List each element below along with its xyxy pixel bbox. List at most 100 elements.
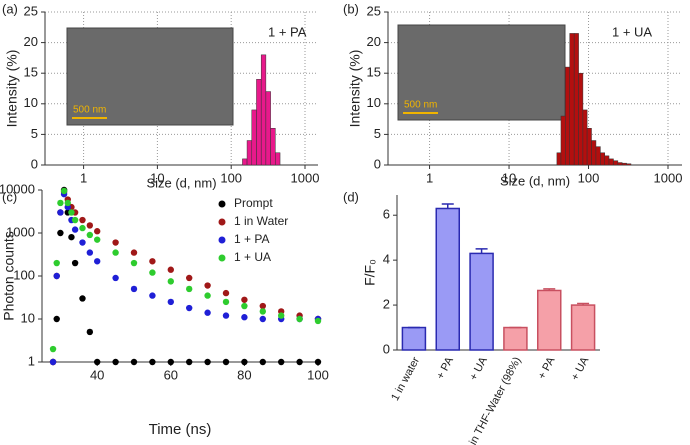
bar — [595, 146, 601, 166]
data-point — [79, 295, 86, 302]
x-tick-label: 100 — [307, 367, 329, 382]
y-tick-label: 10000 — [0, 181, 35, 196]
y-tick-label: 10 — [24, 95, 38, 110]
data-point — [167, 278, 174, 285]
y-tick-label: 2 — [383, 297, 390, 312]
y-tick-label: 1 — [28, 353, 35, 368]
data-point — [314, 317, 322, 325]
data-point — [130, 358, 138, 366]
data-point — [57, 229, 64, 237]
bar — [573, 33, 579, 166]
y-tick-label: 0 — [31, 156, 38, 171]
data-point — [60, 187, 68, 195]
panel-label: (b) — [343, 1, 359, 16]
data-point — [149, 269, 156, 276]
data-point — [204, 358, 211, 366]
data-point — [68, 209, 75, 216]
bar — [608, 158, 614, 166]
y-tick-label: 5 — [374, 126, 381, 141]
data-point — [79, 239, 86, 246]
bar — [591, 140, 597, 166]
data-point — [86, 249, 94, 256]
y-tick-label: 15 — [24, 65, 38, 80]
y-tick-label: 0 — [383, 341, 390, 356]
data-point — [204, 292, 211, 299]
data-point — [71, 226, 79, 233]
y-tick-label: 15 — [367, 65, 381, 80]
legend-marker — [218, 236, 226, 244]
data-point — [241, 296, 248, 303]
x-tick-label: 80 — [237, 367, 251, 382]
data-point — [204, 309, 211, 316]
data-point — [71, 216, 79, 224]
x-tick-label: + UA — [468, 355, 491, 383]
data-point — [167, 266, 174, 273]
data-point — [112, 274, 119, 282]
bar — [270, 128, 276, 166]
x-tick-label: 10 — [502, 170, 516, 185]
data-point — [79, 216, 86, 224]
data-point — [49, 345, 57, 353]
bar — [621, 162, 627, 166]
data-point — [296, 358, 303, 366]
bar — [265, 91, 271, 166]
data-point — [167, 298, 174, 306]
data-point — [186, 304, 193, 312]
data-point — [186, 274, 193, 282]
panel-label: (d) — [343, 189, 359, 204]
x-tick-label: 100 — [578, 170, 600, 185]
bar — [401, 326, 427, 351]
data-point — [86, 222, 94, 229]
data-point — [186, 285, 193, 293]
error-bar — [441, 203, 454, 209]
y-axis-label: Intensity (%) — [347, 50, 363, 128]
y-tick-label: 25 — [367, 3, 381, 18]
data-point — [71, 259, 79, 267]
bar — [469, 252, 494, 351]
y-tick-label: 20 — [24, 34, 38, 49]
legend-marker — [218, 254, 226, 262]
data-point — [167, 358, 174, 366]
y-axis-label: Intensity (%) — [4, 50, 20, 128]
x-axis-label: Size (d, nm) — [146, 175, 216, 190]
data-point — [49, 358, 57, 366]
y-tick-label: 25 — [24, 3, 38, 18]
data-point — [222, 289, 230, 297]
error-bar — [543, 288, 556, 291]
bar — [565, 66, 570, 166]
legend-label: 1 in Water — [234, 214, 288, 228]
data-point — [112, 358, 119, 366]
data-point — [94, 258, 101, 265]
data-point — [314, 358, 322, 366]
bar — [256, 79, 262, 166]
annotation: 1 + PA — [268, 24, 307, 39]
error-bar — [577, 302, 590, 306]
data-point — [241, 314, 248, 321]
x-tick-label: 1 — [426, 170, 433, 185]
legend-label: 1 + PA — [234, 232, 269, 246]
bar — [536, 289, 562, 351]
data-point — [259, 315, 266, 323]
data-point — [94, 228, 101, 235]
x-tick-label: 1000 — [654, 170, 683, 185]
data-point — [53, 259, 60, 267]
data-point — [112, 239, 119, 246]
data-point — [241, 358, 248, 366]
bar — [435, 207, 461, 351]
y-tick-label: 100 — [13, 267, 35, 282]
panel-label: (a) — [2, 1, 18, 16]
data-point — [222, 298, 230, 306]
data-point — [53, 272, 60, 280]
data-point — [130, 249, 138, 256]
data-point — [259, 308, 266, 315]
bar — [260, 54, 267, 166]
x-tick-label: 1 in water — [389, 355, 422, 403]
data-point — [149, 258, 156, 265]
data-point — [278, 358, 285, 366]
x-tick-label: + PA — [434, 355, 456, 382]
legend-label: Prompt — [234, 196, 273, 210]
x-tick-label: 10 — [150, 170, 164, 185]
x-axis-label: Time (ns) — [149, 421, 212, 438]
y-tick-label: 5 — [31, 126, 38, 141]
